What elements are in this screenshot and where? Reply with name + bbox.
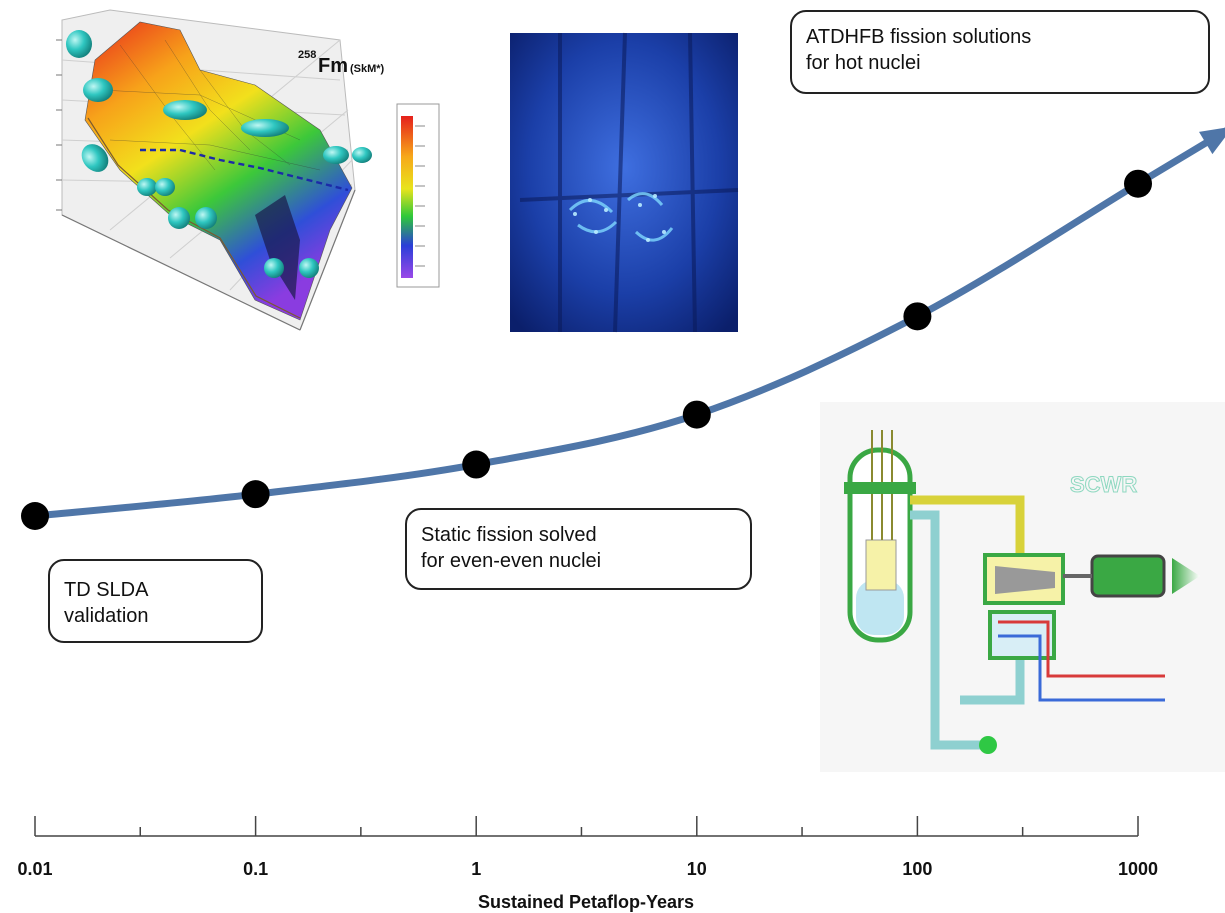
x-axis-title: Sustained Petaflop-Years <box>478 892 694 912</box>
callout-static-fission-line-2: for even-even nuclei <box>421 550 602 572</box>
data-point-4 <box>903 302 932 331</box>
x-tick-label-1: 0.1 <box>243 859 268 879</box>
x-axis-tick-labels: 0.01 0.1 1 10 100 1000 <box>17 859 1158 879</box>
x-tick-label-2: 1 <box>471 859 481 879</box>
callout-static-fission-line-1: Static fission solved <box>421 524 597 546</box>
nucleus-shape-icons <box>66 30 372 278</box>
x-tick-label-3: 10 <box>687 859 707 879</box>
callout-atdhfb: ATDHFB fission solutions for hot nuclei <box>790 10 1210 94</box>
callout-atdhfb-line-1: ATDHFB fission solutions <box>806 26 1032 48</box>
x-tick-label-5: 1000 <box>1118 859 1158 879</box>
fm-surface-plot: 258 Fm (SkM*) <box>56 9 440 331</box>
callout-static-fission: Static fission solved for even-even nucl… <box>405 508 752 590</box>
data-point-0 <box>21 502 49 530</box>
scwr-schematic: SCWR <box>820 402 1225 772</box>
data-point-3 <box>682 400 711 429</box>
fm-element-label: Fm <box>318 55 348 77</box>
callout-td-slda: TD SLDA validation <box>48 559 263 643</box>
x-axis-ticks <box>34 816 1139 836</box>
fm-mass-number: 258 <box>298 49 316 61</box>
callout-td-slda-line-2: validation <box>64 605 149 627</box>
data-point-2 <box>462 450 491 479</box>
reactor-core-photo <box>510 32 739 333</box>
x-tick-label-4: 100 <box>902 859 932 879</box>
callout-atdhfb-line-2: for hot nuclei <box>806 52 921 74</box>
data-markers <box>21 169 1152 530</box>
data-point-1 <box>241 480 270 509</box>
trend-arrowhead <box>1199 127 1225 155</box>
x-tick-label-0: 0.01 <box>17 859 52 879</box>
data-point-5 <box>1124 169 1152 198</box>
fm-model-label: (SkM*) <box>350 63 385 75</box>
svg-text:SCWR: SCWR <box>1070 472 1137 497</box>
callout-td-slda-line-1: TD SLDA <box>64 579 149 601</box>
